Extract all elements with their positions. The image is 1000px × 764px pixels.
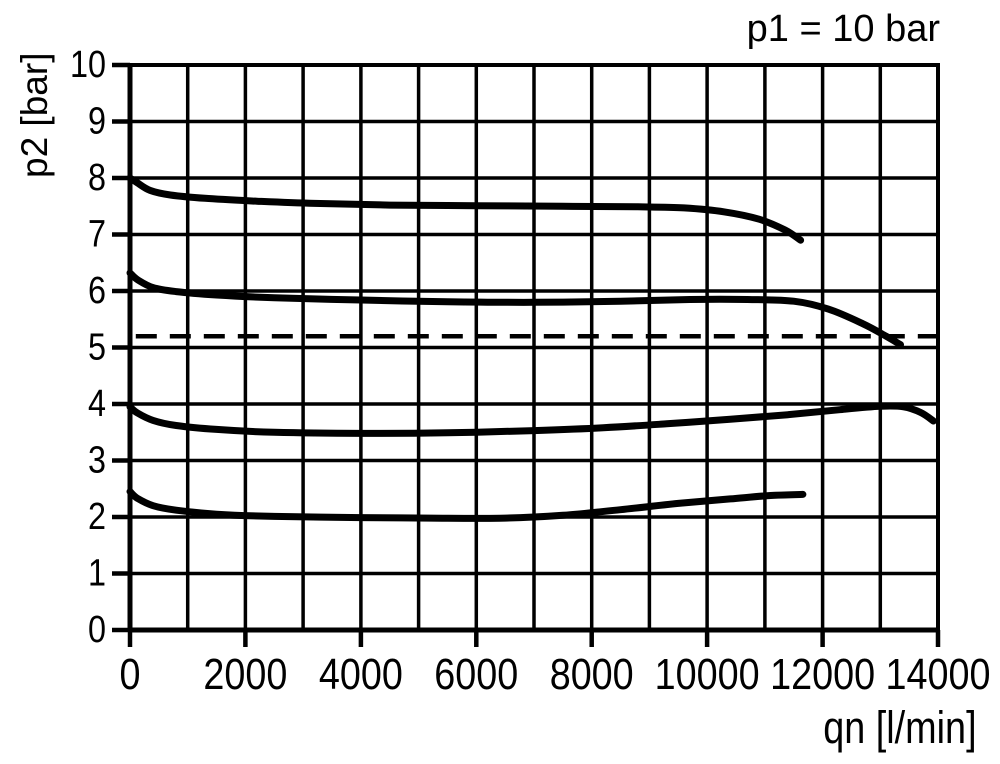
y-tick-label: 6 (88, 270, 106, 312)
flow-curve-setting-7.5-bar (126, 174, 805, 244)
x-tick-label: 8000 (550, 650, 634, 699)
y-tick-label: 8 (88, 157, 106, 199)
x-tick-label: 10000 (655, 650, 760, 699)
y-tick-label: 3 (88, 440, 106, 482)
y-tick-label: 0 (88, 609, 106, 651)
x-tick-label: 4000 (319, 650, 403, 699)
chart-title: p1 = 10 bar (746, 8, 940, 50)
x-tick-label: 12000 (770, 650, 875, 699)
x-tick-label: 0 (120, 650, 141, 699)
y-tick-label: 1 (88, 553, 106, 595)
y-tick-label: 9 (88, 101, 106, 143)
y-tick-label: 2 (88, 496, 106, 538)
y-tick-label: 4 (88, 383, 106, 425)
flow-curve-setting-2.0-bar (126, 488, 807, 522)
x-tick-label: 14000 (886, 650, 991, 699)
x-tick-label: 6000 (434, 650, 518, 699)
flow-curve-setting-5.8-bar (126, 269, 904, 349)
flow-curve-setting-3.5-bar (126, 402, 937, 437)
x-tick-label: 2000 (203, 650, 287, 699)
y-tick-label: 7 (88, 214, 106, 256)
y-tick-label: 10 (70, 44, 106, 86)
y-tick-label: 5 (88, 327, 106, 369)
x-axis-label: qn [l/min] (823, 702, 977, 753)
